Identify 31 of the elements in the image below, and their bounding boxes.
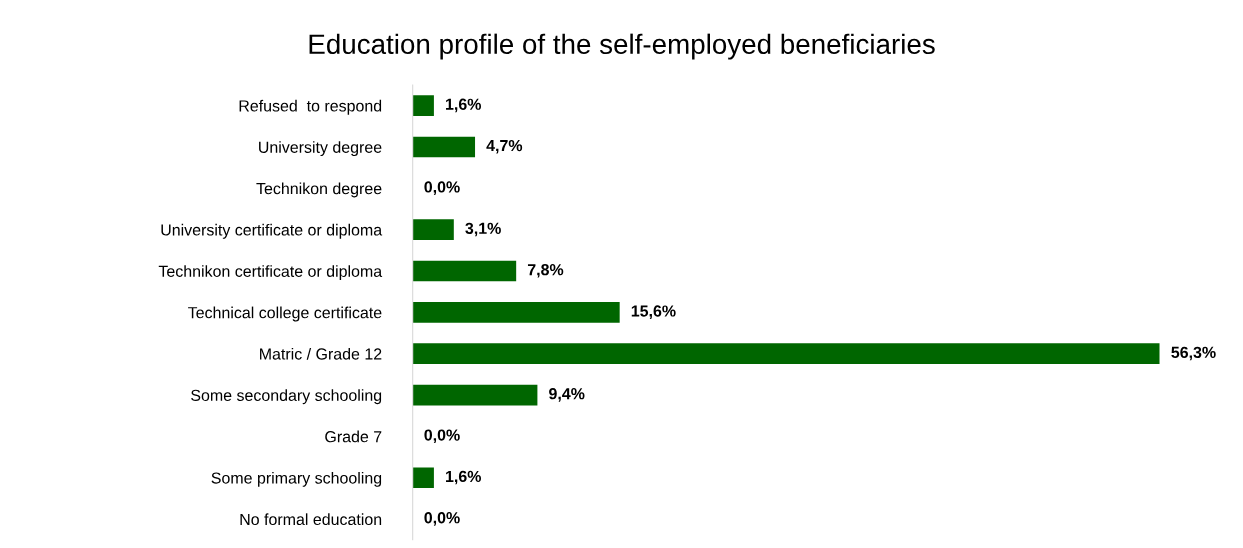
y-tick-label: Matric / Grade 12 [260, 347, 382, 360]
bar [412, 260, 517, 282]
data-label: 15,6% [631, 305, 676, 319]
chart-title: Education profile of the self-employed beneficiaries [309, 33, 935, 60]
data-label: 0,0% [424, 429, 460, 444]
data-label: 1,6% [446, 98, 481, 113]
data-label: 9,4% [549, 388, 585, 402]
bar [412, 95, 434, 116]
data-label: 1,6% [446, 470, 481, 485]
y-tick-label: No formal education [240, 513, 382, 526]
y-tick-label: University degree [259, 141, 382, 157]
y-tick-label: Technical college certificate [188, 306, 382, 322]
y-tick-label: Refused to respond [239, 99, 382, 115]
bar [412, 343, 1160, 365]
y-tick-label: University certificate or diploma [161, 223, 383, 239]
bar [412, 384, 538, 406]
bar [412, 136, 476, 158]
data-label: 3,1% [465, 222, 501, 237]
y-tick-label: Grade 7 [325, 430, 382, 443]
y-tick-label: Some primary schooling [211, 471, 382, 487]
y-tick-label: Technikon certificate or diploma [158, 265, 383, 281]
data-label: 4,7% [486, 139, 523, 154]
data-label: 0,0% [424, 512, 460, 526]
y-tick-label: Technikon degree [256, 182, 382, 198]
data-label: 0,0% [424, 181, 460, 195]
y-tick-label: Some secondary schooling [191, 389, 382, 405]
bar [412, 467, 434, 489]
bar [412, 219, 454, 240]
bar [412, 302, 620, 323]
data-label: 7,8% [527, 263, 564, 278]
data-label: 56,3% [1171, 346, 1216, 361]
